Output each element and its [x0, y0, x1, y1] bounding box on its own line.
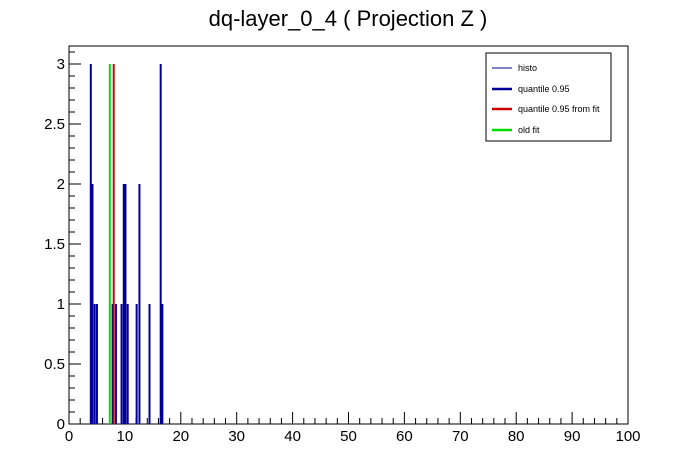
x-tick-label: 60 — [396, 428, 413, 445]
y-tick-label: 1.5 — [44, 236, 65, 253]
x-tick-label: 40 — [284, 428, 301, 445]
legend-box — [485, 52, 612, 142]
x-tick-label: 20 — [172, 428, 189, 445]
x-tick-label: 10 — [117, 428, 134, 445]
chart-title: dq-layer_0_4 ( Projection Z ) — [209, 6, 488, 31]
x-tick-label: 80 — [508, 428, 525, 445]
x-tick-label: 50 — [340, 428, 357, 445]
plot-area: 0 10 20 30 40 50 60 70 80 90 100 0 0.5 1 1.5 2 2.5 3 — [44, 45, 641, 445]
x-tick-label: 90 — [564, 428, 581, 445]
y-tick-label: 2 — [57, 176, 65, 193]
y-tick-label: 0 — [57, 416, 65, 433]
x-tick-label: 30 — [228, 428, 245, 445]
legend: histo quantile 0.95 quantile 0.95 from fit… — [485, 52, 612, 142]
y-tick-label: 3 — [57, 56, 65, 73]
y-tick-label: 0.5 — [44, 356, 65, 373]
legend-label: old fit — [518, 125, 540, 135]
x-tick-label: 0 — [65, 428, 73, 445]
x-tick-label: 100 — [615, 428, 640, 445]
legend-label: quantile 0.95 from fit — [518, 104, 600, 114]
y-tick-label: 1 — [57, 296, 65, 313]
legend-label: histo — [518, 63, 537, 73]
x-tick-label: 70 — [452, 428, 469, 445]
legend-label: quantile 0.95 — [518, 84, 570, 94]
y-tick-label: 2.5 — [44, 116, 65, 133]
